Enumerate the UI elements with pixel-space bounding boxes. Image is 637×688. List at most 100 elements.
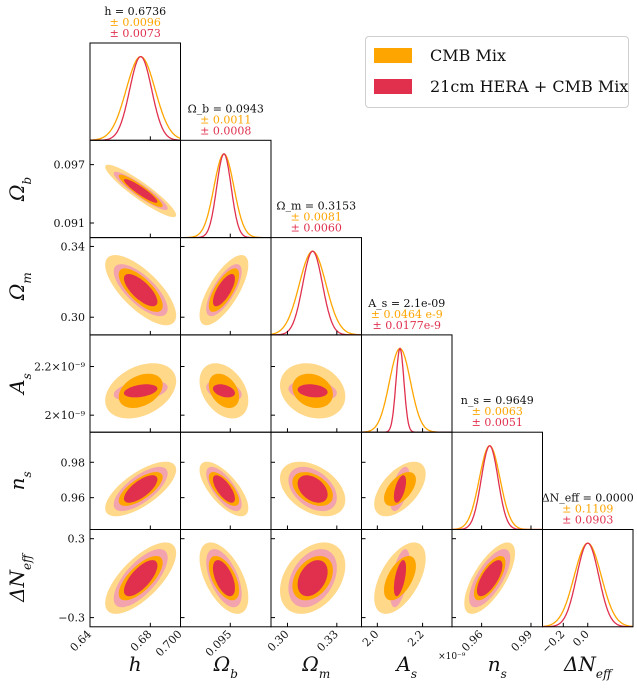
y-axis-label-omega_m: Ωm xyxy=(5,272,34,301)
x-axis-label-omega_b: Ωb xyxy=(213,652,238,681)
x-tick-label-n_s: 0.96 xyxy=(459,628,486,655)
contour-68-omega_m-n_s-1 xyxy=(297,475,328,503)
err-hera-omega_m: ± 0.0060 xyxy=(291,222,342,235)
x-axis-label-h: h xyxy=(129,652,142,676)
y-axis-label-omega_b: Ωb xyxy=(5,177,34,202)
x-axis-label-A_s: As xyxy=(394,652,417,681)
y-tick-label-n_s: 0.96 xyxy=(61,492,86,505)
contour-68-omega_b-omega_m-1 xyxy=(212,274,235,307)
err-cmb-h: ± 0.0096 xyxy=(110,16,161,29)
x-tick-label-h: 0.68 xyxy=(128,628,155,655)
contour-68-A_s-dNeff-1 xyxy=(393,560,406,597)
err-cmb-dNeff: ± 0.1109 xyxy=(562,503,613,516)
x-offset-label-A_s: ×10⁻⁹ xyxy=(438,652,466,662)
x-tick-label-A_s: 2.2 xyxy=(405,628,427,650)
x-tick-label-h: 0.700 xyxy=(153,628,184,659)
panel-dNeff-dNeff xyxy=(542,542,633,627)
contour-68-omega_b-dNeff-1 xyxy=(212,560,235,597)
err-hera-A_s: ± 0.0177e-9 xyxy=(373,319,441,332)
panel-omega_b-omega_b xyxy=(180,153,271,238)
y-tick-label-A_s: 2×10⁻⁹ xyxy=(45,409,86,422)
contour-68-h-n_s-1 xyxy=(123,475,158,503)
x-tick-label-omega_m: 0.33 xyxy=(314,628,341,655)
y-tick-label-omega_m: 0.34 xyxy=(61,240,86,253)
panel-n_s-dNeff xyxy=(464,542,516,614)
err-hera-omega_b: ± 0.0008 xyxy=(200,124,251,137)
panel-omega_b-A_s xyxy=(199,363,249,419)
posterior-curve-omega_m-0 xyxy=(271,250,362,335)
x-axis-label-omega_m: Ωm xyxy=(301,652,330,681)
summary-n_s: n_s = 0.9649 xyxy=(461,394,534,407)
posterior-curve-h-0 xyxy=(90,55,181,141)
contour-68-h-dNeff-1 xyxy=(123,560,158,597)
x-tick-label-omega_m: 0.30 xyxy=(265,628,292,655)
y-tick-label-A_s: 2.2×10⁻⁹ xyxy=(34,361,86,374)
legend-item-hera: 21cm HERA + CMB Mix xyxy=(374,77,628,96)
contour-68-omega_b-A_s-1 xyxy=(212,384,235,398)
summary-h: h = 0.6736 xyxy=(104,5,166,18)
contour-68-omega_b-n_s-1 xyxy=(212,475,235,503)
posterior-curve-dNeff-1 xyxy=(542,542,633,627)
y-tick-label-n_s: 0.98 xyxy=(61,456,86,469)
y-tick-label-omega_b: 0.097 xyxy=(54,159,86,172)
contour-68-h-omega_b-1 xyxy=(123,179,158,203)
y-axis-label-dNeff: ΔNeff xyxy=(5,552,34,603)
summary-dNeff: ΔN_eff = 0.0000 xyxy=(542,492,634,505)
contour-68-h-omega_m-1 xyxy=(123,274,158,307)
legend: CMB Mix 21cm HERA + CMB Mix xyxy=(365,36,629,108)
legend-item-cmb: CMB Mix xyxy=(374,46,506,65)
panel-frame xyxy=(270,237,362,336)
y-axis-label-n_s: ns xyxy=(5,471,34,490)
panel-frame xyxy=(361,334,453,433)
posterior-curve-omega_b-0 xyxy=(180,153,271,238)
panel-A_s-dNeff xyxy=(374,542,426,614)
contour-68-A_s-n_s-1 xyxy=(393,475,406,503)
posterior-curve-dNeff-0 xyxy=(542,542,633,627)
err-hera-n_s: ± 0.0051 xyxy=(472,416,523,429)
contour-68-h-A_s-1 xyxy=(123,384,158,398)
posterior-curve-omega_b-1 xyxy=(180,153,271,238)
err-cmb-omega_m: ± 0.0081 xyxy=(291,211,342,224)
y-tick-label-dNeff: −0.3 xyxy=(58,612,85,625)
contour-68-omega_m-dNeff-1 xyxy=(297,560,328,597)
panel-h-omega_b xyxy=(105,164,177,218)
panel-A_s-n_s xyxy=(374,461,426,517)
contour-68-n_s-dNeff-1 xyxy=(476,560,503,597)
panel-frame xyxy=(89,42,181,141)
err-hera-dNeff: ± 0.0903 xyxy=(562,514,613,527)
legend-swatch-cmb xyxy=(374,48,412,63)
panel-omega_m-dNeff xyxy=(280,542,346,614)
panel-frame xyxy=(542,529,634,628)
legend-label-hera: 21cm HERA + CMB Mix xyxy=(430,77,629,96)
err-cmb-omega_b: ± 0.0011 xyxy=(200,113,251,126)
y-tick-label-dNeff: 0.3 xyxy=(68,533,86,546)
panel-omega_m-A_s xyxy=(280,363,346,419)
panel-h-n_s xyxy=(105,461,177,517)
err-hera-h: ± 0.0073 xyxy=(110,27,161,40)
summary-A_s: A_s = 2.1e-09 xyxy=(367,297,445,310)
summary-omega_b: Ω_b = 0.0943 xyxy=(188,102,264,115)
y-axis-label-A_s: As xyxy=(5,373,34,396)
x-axis-label-n_s: ns xyxy=(488,652,507,681)
posterior-curve-omega_m-1 xyxy=(271,250,362,335)
posterior-curve-n_s-0 xyxy=(452,445,543,530)
x-axis-label-dNeff: ΔNeff xyxy=(563,652,614,681)
panel-n_s-n_s xyxy=(452,445,543,530)
err-cmb-n_s: ± 0.0063 xyxy=(472,405,523,418)
panel-omega_b-dNeff xyxy=(199,542,249,614)
panel-omega_m-omega_m xyxy=(271,250,362,335)
summary-omega_m: Ω_m = 0.3153 xyxy=(276,200,356,213)
panel-omega_b-n_s xyxy=(199,461,249,517)
posterior-curve-A_s-1 xyxy=(361,347,452,433)
x-tick-label-A_s: 2.0 xyxy=(360,628,382,650)
panel-h-omega_m xyxy=(105,255,177,326)
x-tick-label-n_s: 0.99 xyxy=(509,628,536,655)
panel-h-dNeff xyxy=(105,542,177,614)
legend-swatch-hera xyxy=(374,79,412,94)
contour-68-omega_m-A_s-1 xyxy=(297,384,328,398)
panel-omega_m-n_s xyxy=(280,461,346,517)
y-tick-label-omega_m: 0.30 xyxy=(61,311,86,324)
panel-omega_b-omega_m xyxy=(199,255,249,326)
panel-frame xyxy=(451,431,543,531)
